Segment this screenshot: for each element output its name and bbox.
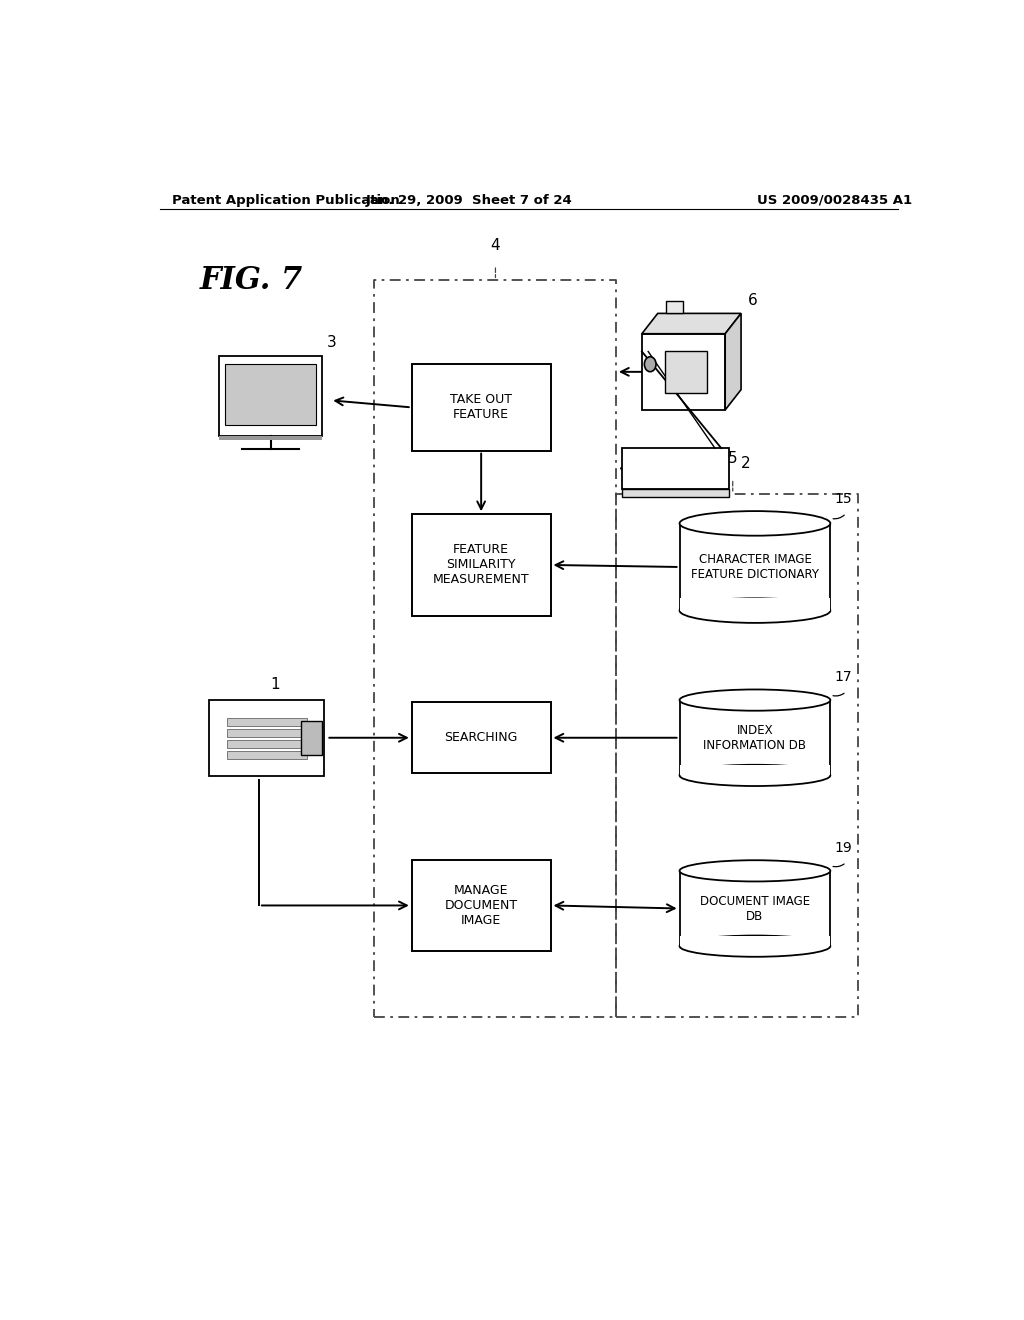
- Bar: [666, 351, 707, 393]
- Bar: [680, 524, 830, 611]
- Ellipse shape: [680, 861, 830, 882]
- Text: SEARCHING: SEARCHING: [444, 731, 518, 744]
- Ellipse shape: [644, 356, 656, 372]
- Text: 15: 15: [835, 492, 852, 506]
- Ellipse shape: [680, 764, 830, 785]
- Bar: [642, 334, 725, 411]
- Text: Patent Application Publication: Patent Application Publication: [172, 194, 399, 206]
- Bar: [666, 301, 683, 313]
- Bar: [622, 447, 729, 488]
- Text: 3: 3: [327, 335, 336, 351]
- Bar: [622, 488, 729, 496]
- Polygon shape: [642, 313, 741, 334]
- Text: US 2009/0028435 A1: US 2009/0028435 A1: [757, 194, 911, 206]
- Ellipse shape: [680, 511, 830, 536]
- Text: MANAGE
DOCUMENT
IMAGE: MANAGE DOCUMENT IMAGE: [444, 884, 518, 927]
- Bar: [226, 730, 307, 737]
- Bar: [226, 751, 307, 759]
- Text: 4: 4: [490, 238, 501, 253]
- Bar: [226, 741, 307, 748]
- Text: DOCUMENT IMAGE
DB: DOCUMENT IMAGE DB: [699, 895, 810, 923]
- Bar: [680, 598, 830, 611]
- Ellipse shape: [680, 598, 830, 623]
- Text: CHARACTER IMAGE
FEATURE DICTIONARY: CHARACTER IMAGE FEATURE DICTIONARY: [691, 553, 819, 581]
- Text: 6: 6: [748, 293, 757, 309]
- Bar: [219, 355, 323, 436]
- Ellipse shape: [680, 936, 830, 957]
- Bar: [680, 871, 830, 946]
- Bar: [219, 436, 323, 440]
- Text: INDEX
INFORMATION DB: INDEX INFORMATION DB: [703, 723, 807, 752]
- FancyBboxPatch shape: [412, 702, 551, 774]
- Bar: [680, 700, 830, 775]
- Text: 19: 19: [835, 841, 852, 855]
- FancyBboxPatch shape: [412, 515, 551, 616]
- Text: Jan. 29, 2009  Sheet 7 of 24: Jan. 29, 2009 Sheet 7 of 24: [366, 194, 572, 206]
- Polygon shape: [725, 313, 741, 411]
- Ellipse shape: [680, 689, 830, 710]
- Bar: [301, 721, 323, 755]
- Text: FIG. 7: FIG. 7: [200, 265, 303, 296]
- Text: 2: 2: [741, 455, 751, 471]
- Bar: [680, 764, 830, 775]
- FancyBboxPatch shape: [412, 364, 551, 450]
- Bar: [225, 363, 316, 425]
- Text: 17: 17: [835, 671, 852, 684]
- FancyBboxPatch shape: [412, 859, 551, 952]
- Bar: [680, 936, 830, 946]
- Text: 5: 5: [728, 451, 737, 466]
- Text: FEATURE
SIMILARITY
MEASUREMENT: FEATURE SIMILARITY MEASUREMENT: [433, 544, 529, 586]
- Bar: [226, 718, 307, 726]
- Text: TAKE OUT
FEATURE: TAKE OUT FEATURE: [451, 393, 512, 421]
- Bar: [209, 700, 325, 776]
- Text: 1: 1: [270, 677, 280, 692]
